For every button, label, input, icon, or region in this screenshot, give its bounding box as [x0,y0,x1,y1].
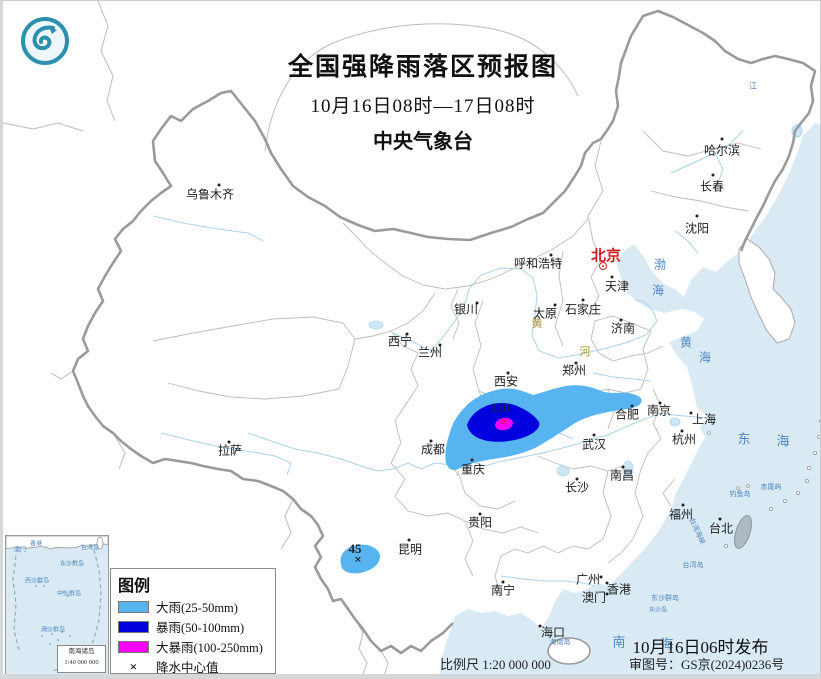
inset-island-label: 中沙群岛 [56,591,82,598]
forecast-period: 10月16日08时—17日08时 [310,96,536,117]
release-time: 10月16日06时发布 [632,638,769,657]
inset-caption-box: 南海诸岛 1:40 000 000 [57,645,106,673]
legend-item-label: 大暴雨(100-250mm) [156,641,263,655]
inset-island-label: 西沙群岛 [24,578,50,585]
legend-title: 图例 [118,578,151,595]
cma-logo [21,17,69,65]
legend-center-marker-row: × 降水中心值 [118,657,275,675]
sea-area [439,123,820,674]
legend-swatch [118,640,149,653]
agency-name: 中央气象台 [373,131,473,153]
small-islands [707,419,820,549]
south-china-sea-inset: 台湾岛 香港 澳门东沙群岛西沙群岛 中沙群岛南沙群岛 南海诸岛 1:40 000 00… [5,535,109,674]
inset-island-label: 澳门 [13,547,27,554]
approval-number: 审图号：GS京(2024)0236号 [629,657,785,672]
title-block: 全国强降雨落区预报图 10月16日08时—17日08时 中央气象台 [253,47,593,154]
legend-items: 大雨(25-50mm) 暴雨(50-100mm) 大暴雨(100-250mm) [118,597,275,656]
korea-peninsula [738,238,796,344]
map-scale: 比例尺 1:20 000 000 [440,657,551,672]
neighbour-borders [3,1,579,674]
inset-title: 南海诸岛 [68,648,95,655]
legend-item: 大暴雨(100-250mm) [118,637,275,656]
hainan-island [547,637,591,665]
inset-island-label: 香港 [29,541,43,548]
rain-area-heavy-yunnan [340,544,381,574]
precip-center-marker-label: 降水中心值 [156,661,219,675]
inset-island-label: 东沙群岛 [59,561,85,568]
taiwan-island [734,515,752,549]
map-title: 全国强降雨落区预报图 [287,54,558,81]
legend-item-label: 暴雨(50-100mm) [156,621,245,635]
country-border [71,9,817,655]
legend-box: 图例 大雨(25-50mm) 暴雨(50-100mm) 大暴雨(100-250mm)… [110,568,276,674]
legend-swatch [118,600,149,613]
inset-scale: 1:40 000 000 [64,659,99,667]
lakes [368,320,681,478]
china-basemap [3,1,820,674]
rivers [152,130,744,587]
rain-area-heavy-storm [495,417,513,431]
province-borders [152,130,762,597]
legend-item: 大雨(25-50mm) [118,597,275,616]
legend-item: 暴雨(50-100mm) [118,617,275,636]
precip-center-marker-symbol: × [129,658,138,674]
inset-island-label: 台湾岛 [80,545,100,552]
legend-item-label: 大雨(25-50mm) [156,601,238,615]
legend-swatch [118,620,149,633]
inset-island-label: 南沙群岛 [40,627,66,634]
